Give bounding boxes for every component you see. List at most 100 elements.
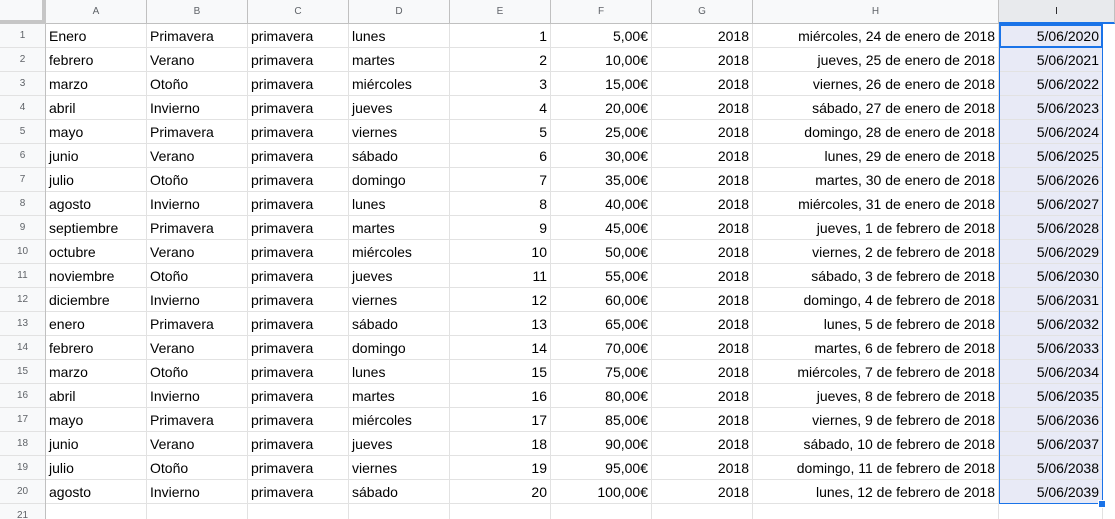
- cell-g[interactable]: 2018: [652, 168, 753, 192]
- cell-f[interactable]: 15,00€: [551, 72, 652, 96]
- cell-i[interactable]: 5/06/2028: [999, 216, 1103, 240]
- column-header-c[interactable]: C: [248, 0, 349, 24]
- cell-f[interactable]: 40,00€: [551, 192, 652, 216]
- cell-g[interactable]: 2018: [652, 72, 753, 96]
- cell-g[interactable]: 2018: [652, 192, 753, 216]
- cell-g[interactable]: 2018: [652, 456, 753, 480]
- cell-e[interactable]: 15: [450, 360, 551, 384]
- cell-b[interactable]: Invierno: [147, 384, 248, 408]
- cell-a[interactable]: junio: [46, 144, 147, 168]
- cell-c[interactable]: primavera: [248, 72, 349, 96]
- cell-c[interactable]: primavera: [248, 336, 349, 360]
- cell-e[interactable]: 9: [450, 216, 551, 240]
- cell-d[interactable]: domingo: [349, 336, 450, 360]
- select-all-corner[interactable]: [0, 0, 46, 24]
- cell-d[interactable]: jueves: [349, 264, 450, 288]
- column-header-g[interactable]: G: [652, 0, 753, 24]
- cell-f[interactable]: 60,00€: [551, 288, 652, 312]
- cell-d[interactable]: viernes: [349, 456, 450, 480]
- cell-d[interactable]: viernes: [349, 120, 450, 144]
- cell-h[interactable]: martes, 30 de enero de 2018: [753, 168, 999, 192]
- cell-f[interactable]: 90,00€: [551, 432, 652, 456]
- row-header[interactable]: 20: [0, 480, 45, 504]
- cell-d[interactable]: martes: [349, 384, 450, 408]
- cell-h[interactable]: sábado, 27 de enero de 2018: [753, 96, 999, 120]
- cell-i[interactable]: 5/06/2035: [999, 384, 1103, 408]
- cell-d[interactable]: lunes: [349, 192, 450, 216]
- cell-d[interactable]: jueves: [349, 96, 450, 120]
- cell-g[interactable]: 2018: [652, 120, 753, 144]
- column-header-e[interactable]: E: [450, 0, 551, 24]
- cell-g[interactable]: 2018: [652, 336, 753, 360]
- column-header-a[interactable]: A: [46, 0, 147, 24]
- cell-f[interactable]: 85,00€: [551, 408, 652, 432]
- cell-f[interactable]: 5,00€: [551, 24, 652, 48]
- cell-b[interactable]: Otoño: [147, 264, 248, 288]
- cell-h[interactable]: lunes, 5 de febrero de 2018: [753, 312, 999, 336]
- cell-e[interactable]: 14: [450, 336, 551, 360]
- cell-i[interactable]: 5/06/2022: [999, 72, 1103, 96]
- row-header[interactable]: 12: [0, 288, 45, 312]
- cell-e[interactable]: 17: [450, 408, 551, 432]
- cell-h[interactable]: lunes, 12 de febrero de 2018: [753, 480, 999, 504]
- cell-e[interactable]: 2: [450, 48, 551, 72]
- cell-c[interactable]: primavera: [248, 168, 349, 192]
- cell-f[interactable]: 95,00€: [551, 456, 652, 480]
- cell-b[interactable]: [147, 504, 248, 519]
- row-header[interactable]: 7: [0, 168, 45, 192]
- cell-h[interactable]: domingo, 11 de febrero de 2018: [753, 456, 999, 480]
- cell-i[interactable]: 5/06/2039: [999, 480, 1103, 504]
- cell-g[interactable]: 2018: [652, 288, 753, 312]
- cell-a[interactable]: abril: [46, 96, 147, 120]
- cell-c[interactable]: primavera: [248, 48, 349, 72]
- cell-h[interactable]: miércoles, 31 de enero de 2018: [753, 192, 999, 216]
- cell-e[interactable]: 6: [450, 144, 551, 168]
- cell-g[interactable]: [652, 504, 753, 519]
- row-header[interactable]: 11: [0, 264, 45, 288]
- row-header[interactable]: 16: [0, 384, 45, 408]
- row-header[interactable]: 21: [0, 504, 45, 519]
- cell-e[interactable]: 4: [450, 96, 551, 120]
- cell-g[interactable]: 2018: [652, 144, 753, 168]
- cell-a[interactable]: diciembre: [46, 288, 147, 312]
- cell-g[interactable]: 2018: [652, 384, 753, 408]
- cell-e[interactable]: [450, 504, 551, 519]
- cell-e[interactable]: 16: [450, 384, 551, 408]
- cell-c[interactable]: primavera: [248, 120, 349, 144]
- cell-h[interactable]: viernes, 9 de febrero de 2018: [753, 408, 999, 432]
- cell-g[interactable]: 2018: [652, 96, 753, 120]
- cell-d[interactable]: miércoles: [349, 72, 450, 96]
- cell-c[interactable]: primavera: [248, 216, 349, 240]
- cell-c[interactable]: primavera: [248, 384, 349, 408]
- row-header[interactable]: 18: [0, 432, 45, 456]
- row-header[interactable]: 8: [0, 192, 45, 216]
- cell-b[interactable]: Primavera: [147, 24, 248, 48]
- cell-c[interactable]: primavera: [248, 264, 349, 288]
- cell-f[interactable]: 50,00€: [551, 240, 652, 264]
- cell-c[interactable]: primavera: [248, 408, 349, 432]
- cell-d[interactable]: martes: [349, 48, 450, 72]
- cell-a[interactable]: Enero: [46, 24, 147, 48]
- row-header[interactable]: 17: [0, 408, 45, 432]
- cell-a[interactable]: febrero: [46, 48, 147, 72]
- column-header-b[interactable]: B: [147, 0, 248, 24]
- cell-c[interactable]: primavera: [248, 144, 349, 168]
- cell-g[interactable]: 2018: [652, 480, 753, 504]
- cell-f[interactable]: 100,00€: [551, 480, 652, 504]
- cell-a[interactable]: marzo: [46, 72, 147, 96]
- cell-b[interactable]: Invierno: [147, 288, 248, 312]
- cell-h[interactable]: jueves, 25 de enero de 2018: [753, 48, 999, 72]
- cell-d[interactable]: lunes: [349, 24, 450, 48]
- cell-h[interactable]: martes, 6 de febrero de 2018: [753, 336, 999, 360]
- cell-i[interactable]: 5/06/2031: [999, 288, 1103, 312]
- cell-c[interactable]: primavera: [248, 96, 349, 120]
- cell-i[interactable]: 5/06/2032: [999, 312, 1103, 336]
- cell-h[interactable]: jueves, 8 de febrero de 2018: [753, 384, 999, 408]
- cell-b[interactable]: Verano: [147, 336, 248, 360]
- cell-g[interactable]: 2018: [652, 48, 753, 72]
- cell-i[interactable]: 5/06/2023: [999, 96, 1103, 120]
- cell-f[interactable]: 55,00€: [551, 264, 652, 288]
- cell-a[interactable]: octubre: [46, 240, 147, 264]
- cell-i[interactable]: 5/06/2020: [999, 24, 1103, 48]
- cell-b[interactable]: Verano: [147, 240, 248, 264]
